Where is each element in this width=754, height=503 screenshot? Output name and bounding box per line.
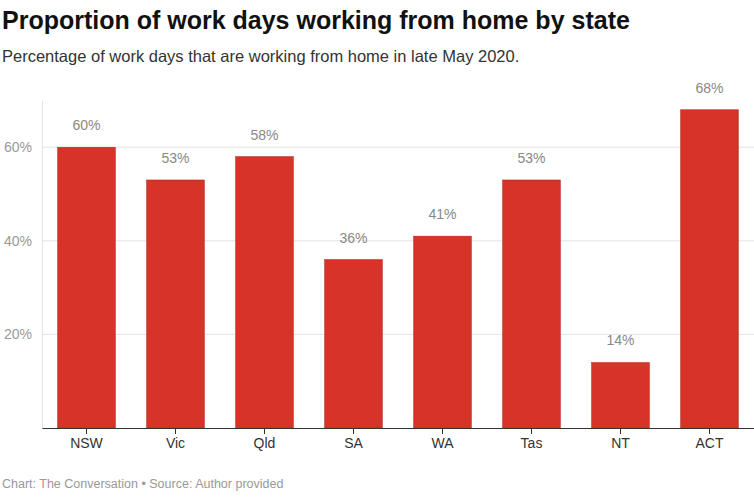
data-labels: 60% 53% 58% 36% 41% 53% 14% 68%: [72, 80, 723, 349]
bar: [325, 260, 383, 428]
y-tick-label: 40%: [4, 233, 32, 249]
x-tick-mark: [709, 428, 710, 434]
x-tick-label: Tas: [521, 435, 543, 451]
y-tick: 60%: [4, 139, 42, 155]
x-tick-mark: [86, 428, 87, 434]
x-tick-label: Vic: [166, 435, 185, 451]
bar: [147, 180, 205, 428]
y-tick: 40%: [4, 233, 42, 249]
x-tick-label: ACT: [696, 435, 724, 451]
data-label: 41%: [428, 206, 456, 222]
x-tick: Tas: [521, 428, 543, 451]
bar: [503, 180, 561, 428]
x-tick-mark: [353, 428, 354, 434]
x-tick-label: SA: [344, 435, 363, 451]
chart: Proportion of work days working from hom…: [0, 0, 754, 503]
x-tick-label: Qld: [254, 435, 276, 451]
bar: [236, 157, 294, 428]
x-tick-mark: [175, 428, 176, 434]
x-tick: NSW: [70, 428, 103, 451]
y-axis: 20% 40% 60%: [4, 101, 43, 429]
x-tick: Vic: [166, 428, 185, 451]
x-tick-mark: [442, 428, 443, 434]
bar: [58, 147, 116, 428]
y-tick-label: 60%: [4, 139, 32, 155]
y-tick-label: 20%: [4, 326, 32, 342]
data-label: 60%: [72, 117, 100, 133]
bar: [592, 362, 650, 428]
x-tick: SA: [344, 428, 363, 451]
x-tick-label: NT: [611, 435, 630, 451]
data-label: 68%: [695, 80, 723, 96]
bar: [414, 236, 472, 428]
data-label: 53%: [517, 150, 545, 166]
x-axis-line: [43, 428, 754, 429]
data-label: 14%: [606, 332, 634, 348]
data-label: 58%: [250, 127, 278, 143]
x-axis: NSW Vic Qld SA WA Tas NT ACT: [43, 428, 754, 451]
bars: [58, 110, 739, 428]
grid-line: [42, 147, 754, 148]
bar: [681, 110, 739, 428]
data-label: 36%: [339, 230, 367, 246]
data-label: 53%: [161, 150, 189, 166]
title: Proportion of work days working from hom…: [2, 6, 630, 34]
y-tick: 20%: [4, 326, 42, 342]
x-tick-mark: [620, 428, 621, 434]
x-tick-mark: [531, 428, 532, 434]
x-tick: Qld: [254, 428, 276, 451]
x-tick-label: NSW: [70, 435, 103, 451]
subtitle: Percentage of work days that are working…: [2, 47, 519, 65]
x-tick: ACT: [696, 428, 724, 451]
x-tick-mark: [264, 428, 265, 434]
x-tick: WA: [431, 428, 454, 451]
y-axis-line: [42, 101, 43, 429]
source: Chart: The Conversation • Source: Author…: [2, 477, 283, 491]
x-tick-label: WA: [431, 435, 454, 451]
x-tick: NT: [611, 428, 630, 451]
